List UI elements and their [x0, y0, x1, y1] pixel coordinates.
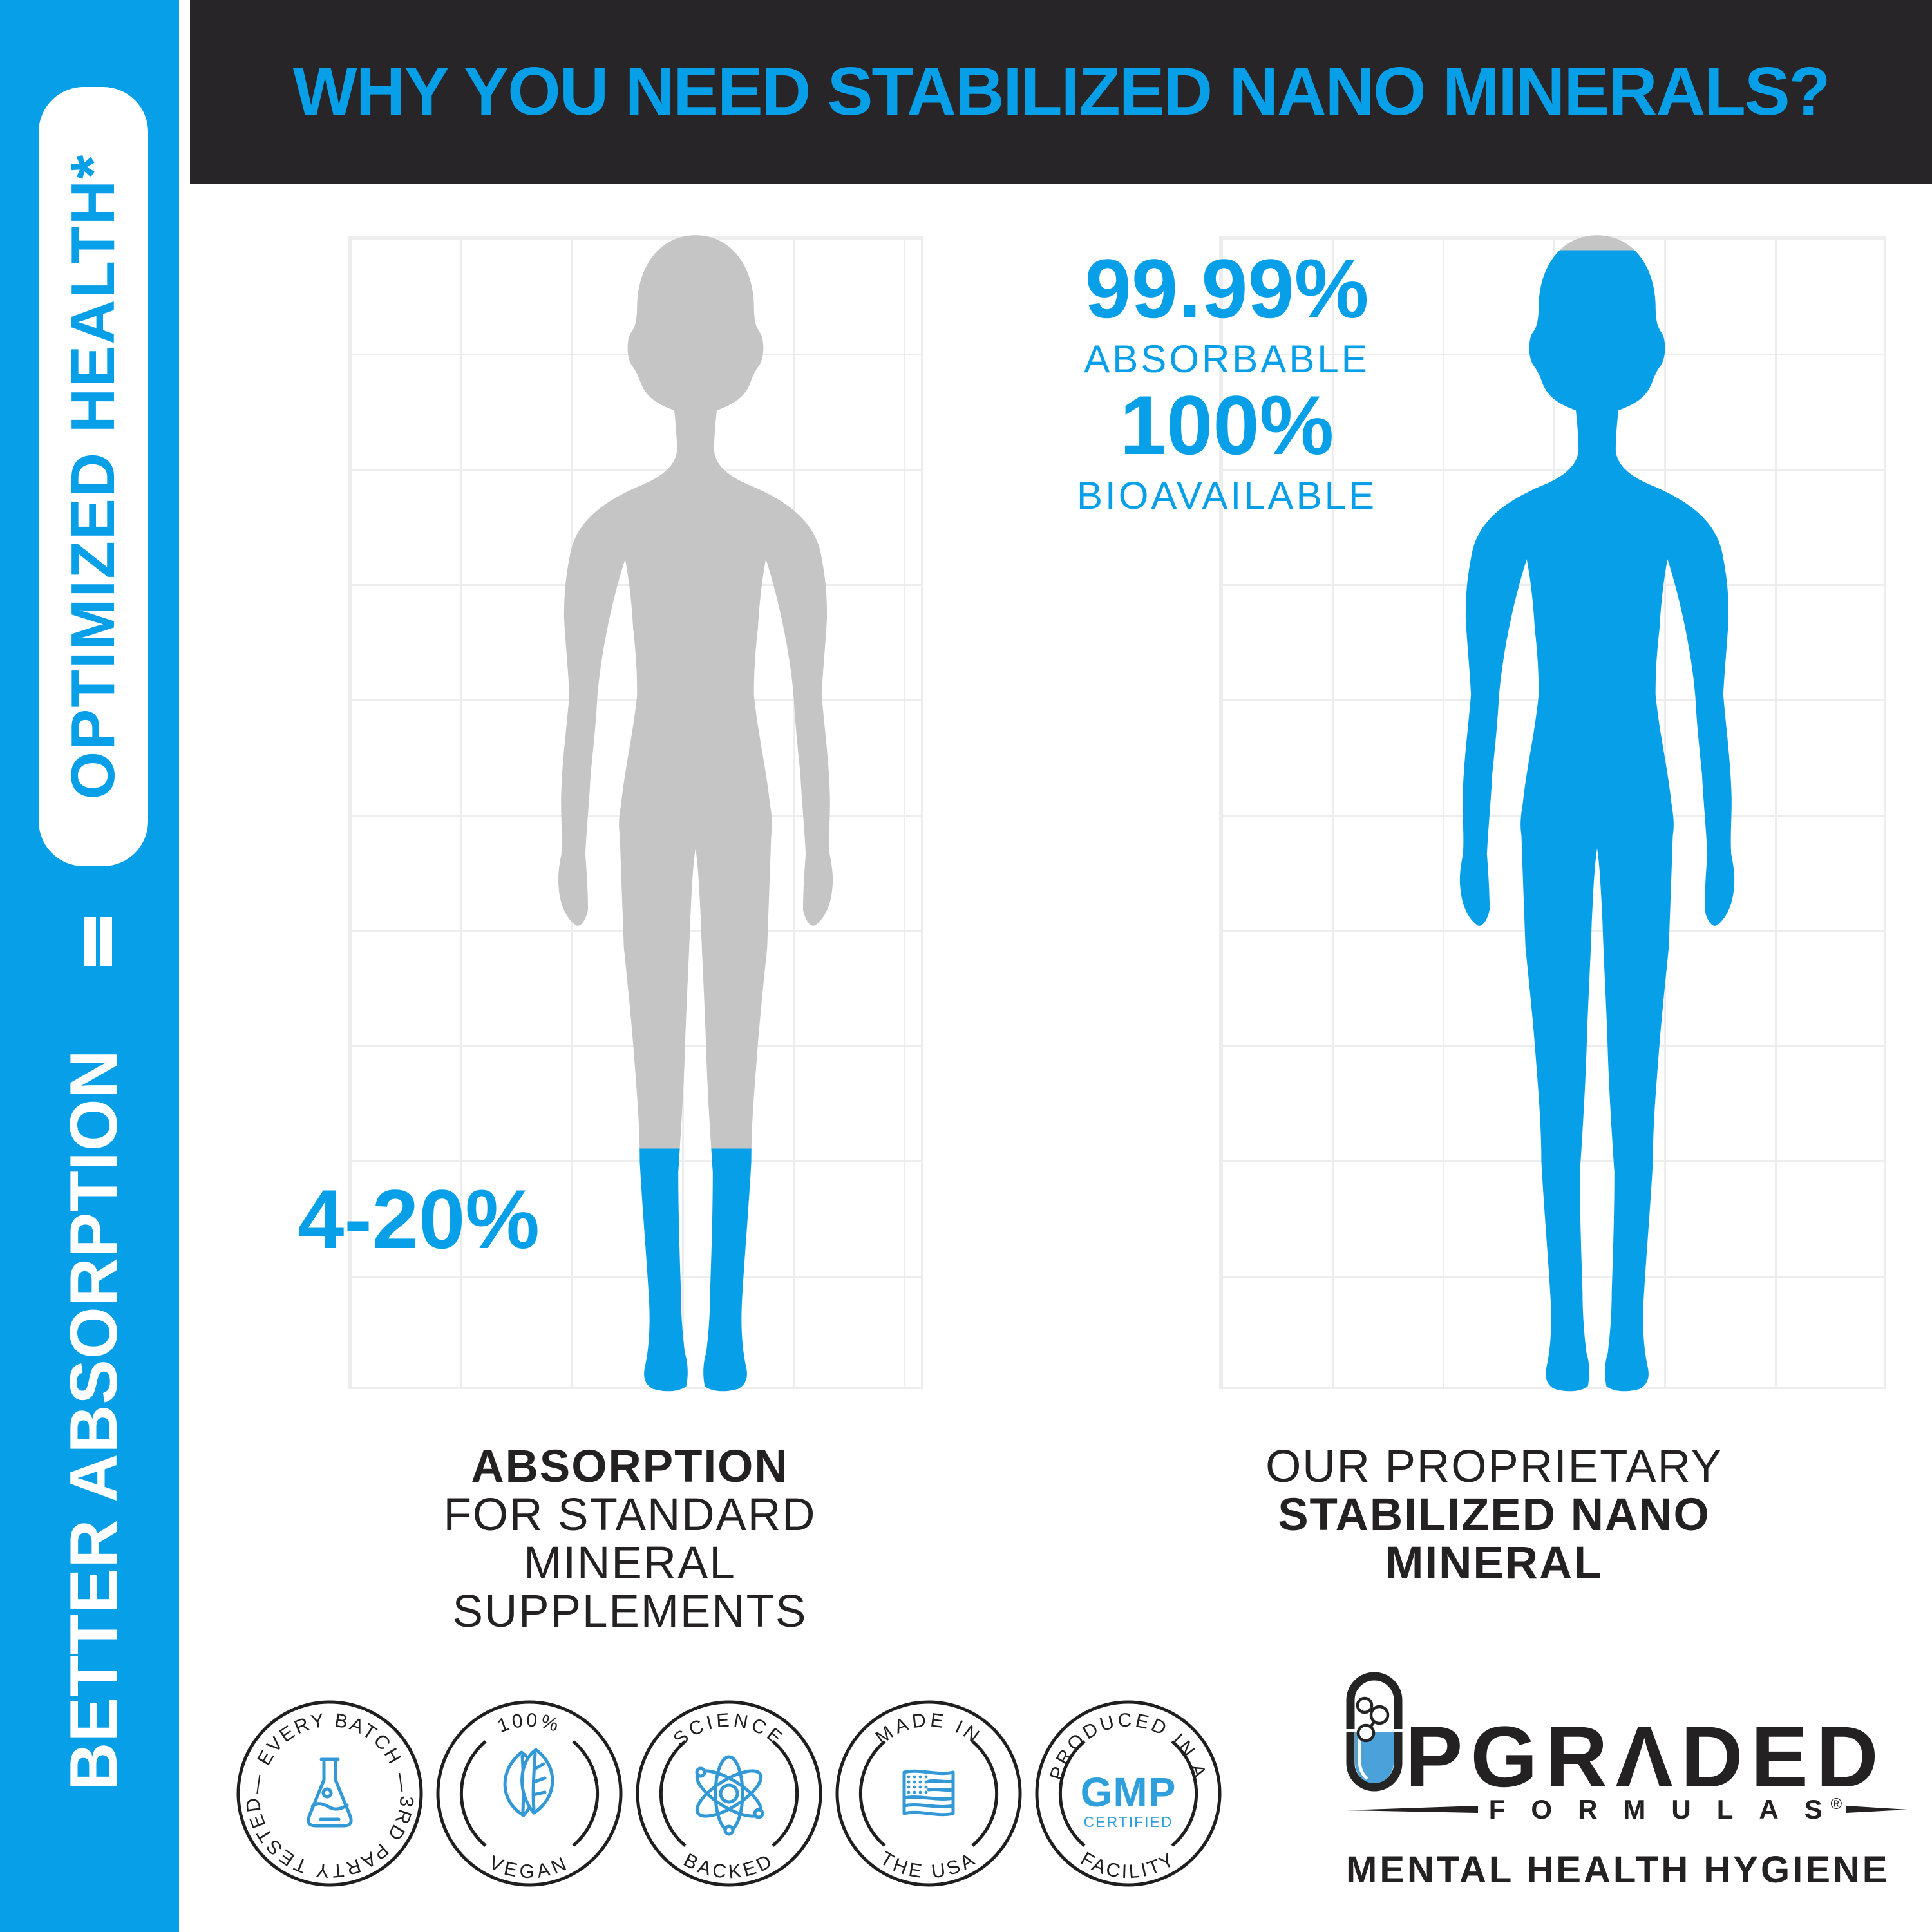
stat-absorbable: 99.99% ABSORBABLE	[1059, 245, 1394, 381]
stat-bioavailable-value: 100%	[1119, 378, 1334, 472]
caption-nano-line3: MINERAL	[1385, 1538, 1603, 1589]
equals-bar	[100, 917, 112, 966]
caption-nano-line2: STABILIZED NANO	[1278, 1490, 1710, 1540]
stat-absorbable-label: ABSORBABLE	[1084, 337, 1370, 381]
right-dash-icon	[1846, 1806, 1908, 1813]
caption-standard-line3: SUPPLEMENTS	[452, 1586, 808, 1637]
usa-flag-stars	[907, 1775, 928, 1794]
usa-flag-icon	[902, 1769, 955, 1817]
stat-absorbable-value: 99.99%	[1084, 242, 1369, 336]
stat-bioavailable: 100% BIOAVAILABLE	[1059, 381, 1394, 518]
capsule-logo-icon	[1346, 1672, 1403, 1792]
stat-bioavailable-label: BIOAVAILABLE	[1077, 473, 1377, 517]
sidebar: OPTIMIZED HEALTH* BETTER ABSORPTION	[0, 0, 179, 1932]
registered-mark: ®	[1830, 1795, 1842, 1813]
leaf-icon	[503, 1748, 554, 1817]
header-banner: WHY YOU NEED STABILIZED NANO MINERALS?	[190, 0, 1932, 184]
badge-vegan: 100% VEGAN	[436, 1700, 623, 1887]
left-dash-icon	[1346, 1806, 1478, 1813]
badge-made-in-usa: MADE IN THE USA	[835, 1700, 1022, 1887]
gmp-certified-text: CERTIFIED	[1084, 1814, 1173, 1830]
caption-nano-line1: OUR PROPRIETARY	[1265, 1441, 1723, 1492]
atom-icon	[695, 1755, 764, 1836]
caption-standard: ABSORPTION FOR STANDARD MINERAL SUPPLEME…	[343, 1443, 916, 1636]
equals-sign	[84, 917, 113, 966]
badge-science-backed: SCIENCE BACKED	[636, 1700, 822, 1887]
page-title: WHY YOU NEED STABILIZED NANO MINERALS?	[292, 53, 1831, 129]
formulas-row: FORMULAS ®	[1346, 1794, 1908, 1824]
formulas-label: FORMULAS	[1488, 1794, 1848, 1824]
badge-third-party-tested: — EVERY BATCH — 3RD PARTY TESTED	[236, 1700, 423, 1887]
tagline: MENTAL HEALTH HYGIENE	[1346, 1849, 1890, 1891]
body-silhouette-nano	[1459, 235, 1735, 1392]
flask-icon	[307, 1757, 353, 1828]
caption-standard-line2: FOR STANDARD MINERAL	[443, 1490, 817, 1589]
caption-standard-line1: ABSORPTION	[471, 1441, 789, 1492]
equals-bar	[84, 917, 96, 966]
badge-gmp-certified: PRODUCED IN A FACILITY GMP CERTIFIED	[1035, 1700, 1222, 1887]
better-absorption-label: BETTER ABSORPTION	[57, 1049, 131, 1791]
optimized-health-label: OPTIMIZED HEALTH*	[59, 153, 128, 800]
brand-name: PGRΛDED	[1405, 1709, 1886, 1805]
caption-nano: OUR PROPRIETARY STABILIZED NANO MINERAL	[1208, 1443, 1781, 1587]
optimized-health-pill	[39, 87, 148, 866]
gmp-text: GMP	[1081, 1769, 1177, 1815]
stat-standard-absorption: 4-20%	[298, 1172, 540, 1266]
